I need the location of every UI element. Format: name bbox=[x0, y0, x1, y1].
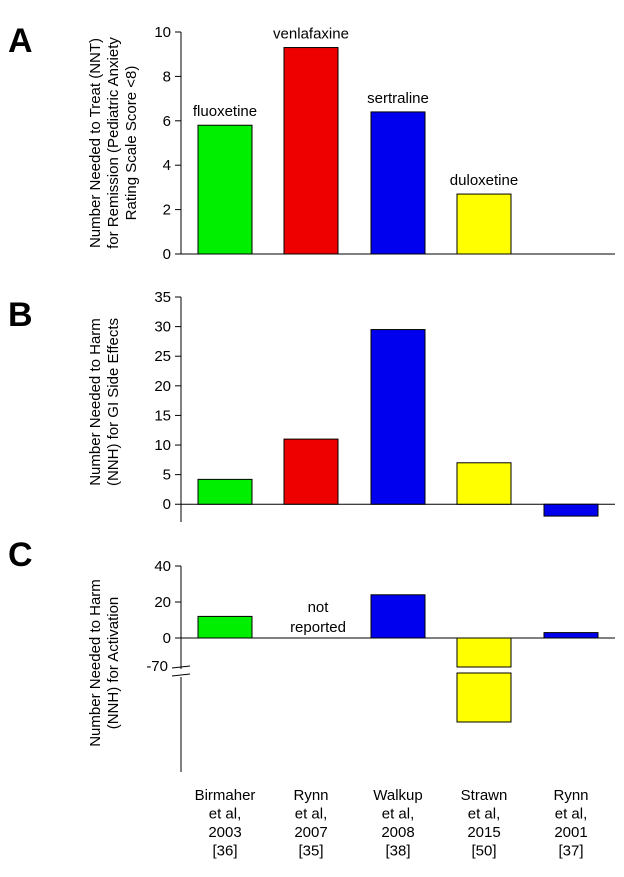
axis-break-mark bbox=[171, 665, 191, 669]
category-label: Rynn et al, 2007 [35] bbox=[293, 787, 328, 860]
panel-a-ylabel: Number Needed to Treat (NNT)for Remissio… bbox=[87, 37, 140, 249]
bar-label-venlafaxine: venlafaxine bbox=[273, 26, 349, 43]
panel-a-chart: 0 2 4 6 8 10 fluoxetine venlafaxine sertraline du… bbox=[87, 24, 615, 263]
category-label: Strawn et al, 2015 [50] bbox=[461, 787, 508, 860]
bar-label-duloxetine: duloxetine bbox=[450, 172, 518, 189]
bar-fluoxetine bbox=[197, 124, 253, 255]
bar-label-fluoxetine: fluoxetine bbox=[193, 103, 257, 120]
y-tick-label: 15 bbox=[154, 407, 171, 424]
bar-broken-lower bbox=[456, 672, 512, 723]
bar-duloxetine bbox=[456, 193, 512, 255]
category-labels: Birmaher et al, 2003 [36] Rynn et al, 2007 [35]… bbox=[195, 787, 589, 860]
y-tick-label: 25 bbox=[154, 348, 171, 365]
y-tick-label: 0 bbox=[163, 496, 171, 513]
bar-sertraline bbox=[370, 111, 426, 255]
y-tick-label: 5 bbox=[163, 467, 171, 484]
bar-sertraline bbox=[370, 329, 426, 505]
y-tick-label: 10 bbox=[154, 24, 171, 41]
y-tick-label: 8 bbox=[163, 68, 171, 85]
category-label: Birmaher et al, 2003 [36] bbox=[195, 787, 256, 860]
y-tick-label-broken: -70 bbox=[146, 658, 168, 675]
y-tick-label: 35 bbox=[154, 289, 171, 306]
y-tick-label: 30 bbox=[154, 319, 171, 336]
panel-letter-a: A bbox=[8, 22, 33, 60]
y-tick-label: 20 bbox=[154, 594, 171, 611]
bar-label-sertraline: sertraline bbox=[367, 90, 429, 107]
category-label: Rynn et al, 2001 [37] bbox=[553, 787, 588, 860]
bar-duloxetine bbox=[456, 462, 512, 505]
panel-letter-c: C bbox=[8, 536, 33, 574]
not-reported-annotation: not reported bbox=[290, 599, 346, 636]
y-tick-label: 4 bbox=[163, 157, 171, 174]
y-tick-label: 10 bbox=[154, 437, 171, 454]
bar-fluoxetine bbox=[197, 478, 253, 505]
panel-c-chart: 0 20 40 -70 not reported Number Needed to Harm… bbox=[87, 558, 615, 772]
y-tick-label: 20 bbox=[154, 378, 171, 395]
bar-fluoxetine bbox=[197, 615, 253, 639]
panel-c-ylabel: Number Needed to Harm(NNH) for Activatio… bbox=[87, 579, 122, 747]
bar-venlafaxine bbox=[283, 47, 339, 255]
panel-b-ylabel: Number Needed to Harm(NNH) for GI Side E… bbox=[87, 318, 122, 486]
y-tick-label: 40 bbox=[154, 558, 171, 575]
y-tick-label: 0 bbox=[163, 630, 171, 647]
y-tick-label: 6 bbox=[163, 113, 171, 130]
panel-b-chart: 0 5 10 15 20 25 30 35 Number Needed to Harm(NNH)… bbox=[87, 289, 615, 522]
category-label: Walkup et al, 2008 [38] bbox=[373, 787, 422, 860]
bar-broken-upper bbox=[456, 637, 512, 668]
y-tick-label: 0 bbox=[163, 246, 171, 263]
axis-break-mark bbox=[171, 673, 191, 677]
bar-venlafaxine bbox=[283, 438, 339, 505]
bar-sertraline bbox=[543, 632, 599, 639]
bar-sertraline bbox=[370, 594, 426, 639]
y-tick-label: 2 bbox=[163, 202, 171, 219]
bar-sertraline bbox=[543, 503, 599, 517]
panel-letter-b: B bbox=[8, 296, 33, 334]
